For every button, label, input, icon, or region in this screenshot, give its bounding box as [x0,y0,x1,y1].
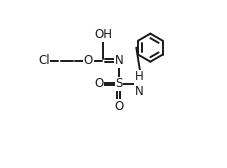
Text: N: N [114,54,123,67]
Text: O: O [114,100,123,113]
Text: O: O [83,54,93,67]
Text: S: S [115,77,122,91]
Text: OH: OH [94,28,112,41]
Text: H
N: H N [134,70,143,98]
Text: Cl: Cl [38,54,49,67]
Text: O: O [94,77,103,91]
